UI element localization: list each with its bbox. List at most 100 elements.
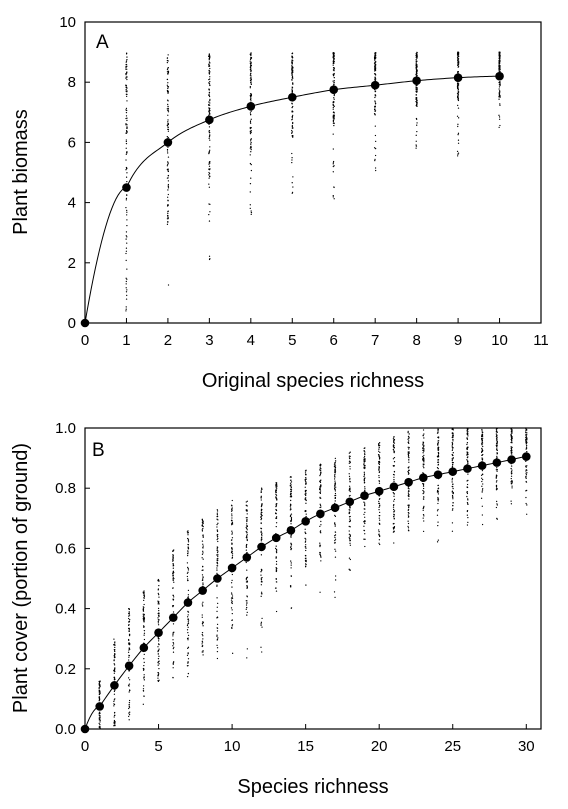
panel-b-scatter-point	[216, 635, 218, 637]
panel-b-scatter-point	[349, 490, 351, 493]
panel-b-scatter-point	[319, 545, 321, 548]
panel-b-scatter-point	[392, 506, 395, 508]
panel-b-scatter-point	[378, 442, 381, 444]
panel-b-scatter-point	[510, 467, 512, 470]
panel-b-scatter-point	[452, 436, 454, 438]
panel-b-scatter-point	[246, 529, 248, 531]
panel-b-scatter-point	[525, 435, 527, 437]
panel-b-scatter-point	[260, 581, 263, 583]
panel-b-scatter-point	[526, 469, 528, 471]
panel-a-scatter-point	[250, 148, 252, 151]
panel-b-scatter-point	[113, 693, 116, 695]
panel-b-scatter-point	[526, 434, 528, 436]
panel-b-scatter-point	[158, 594, 160, 596]
panel-b-scatter-point	[319, 491, 321, 493]
panel-b-scatter-point	[422, 484, 425, 486]
panel-a-scatter-point	[291, 131, 293, 133]
panel-b-scatter-point	[245, 544, 248, 546]
panel-b-scatter-point	[334, 550, 337, 552]
panel-b-scatter-point	[422, 449, 424, 451]
panel-b-scatter-point	[392, 491, 394, 494]
panel-b-scatter-point	[187, 661, 189, 663]
panel-a-scatter-point	[167, 156, 170, 158]
panel-a-scatter-point	[167, 106, 169, 108]
panel-b-scatter-point	[511, 437, 513, 439]
panel-b-scatter-point	[451, 522, 454, 524]
panel-a-scatter-point	[208, 126, 211, 128]
panel-b-scatter-point	[408, 469, 410, 472]
panel-b-scatter-point	[452, 428, 454, 430]
panel-a-scatter-point	[456, 93, 459, 95]
panel-a-scatter-column	[125, 52, 128, 312]
panel-b-scatter-point	[113, 648, 116, 651]
panel-a-scatter-point	[457, 60, 459, 62]
panel-b-scatter-point	[261, 511, 263, 514]
panel-b-scatter-point	[187, 541, 190, 543]
panel-a-scatter-point	[498, 52, 500, 54]
panel-b-scatter-point	[172, 576, 174, 578]
panel-b-scatter-point	[142, 703, 144, 705]
panel-b-scatter-point	[157, 677, 159, 679]
panel-a-scatter-point	[208, 107, 211, 110]
panel-b-scatter-point	[393, 461, 396, 463]
panel-b-scatter-point	[186, 554, 189, 557]
panel-b-scatter-point	[408, 488, 410, 490]
panel-b-scatter-point	[172, 564, 174, 566]
panel-a-scatter-point	[126, 152, 128, 154]
panel-b-scatter-point	[511, 481, 513, 484]
panel-b-scatter-point	[349, 481, 351, 483]
panel-a-scatter-point	[126, 242, 128, 244]
panel-b-scatter-point	[231, 652, 234, 654]
panel-b-scatter-point	[364, 486, 366, 488]
panel-b-scatter-point	[187, 672, 190, 675]
panel-b-scatter-point	[216, 535, 219, 538]
panel-b-scatter-point	[217, 602, 219, 605]
panel-a-scatter-point	[208, 94, 211, 96]
panel-b-scatter-point	[275, 485, 277, 487]
panel-a-scatter-point	[333, 52, 335, 54]
panel-b-scatter-column	[466, 427, 469, 526]
panel-b-scatter-point	[143, 679, 145, 681]
panel-a-scatter-point	[250, 138, 252, 140]
panel-b-scatter-point	[379, 457, 381, 459]
panel-b-scatter-point	[466, 509, 469, 512]
panel-b-scatter-point	[348, 495, 351, 497]
panel-b-scatter-point	[260, 554, 263, 556]
panel-a-scatter-point	[208, 183, 210, 185]
panel-b-scatter-point	[452, 504, 454, 507]
panel-a-scatter-point	[250, 70, 252, 72]
panel-b-scatter-point	[202, 621, 204, 623]
panel-b-mean-point	[257, 542, 266, 552]
panel-b-scatter-point	[379, 535, 381, 538]
panel-b-scatter-point	[437, 441, 439, 444]
panel-b-scatter-point	[466, 456, 469, 459]
panel-b-scatter-point	[187, 623, 189, 625]
panel-b-scatter-point	[216, 529, 218, 531]
panel-a-scatter-point	[374, 108, 376, 110]
panel-a-scatter-point	[457, 88, 459, 90]
panel-b-scatter-point	[319, 480, 321, 483]
panel-b-scatter-point	[393, 495, 395, 497]
panel-b-scatter-point	[127, 715, 130, 718]
panel-a-scatter-point	[250, 127, 252, 129]
panel-a-scatter-point	[249, 85, 252, 88]
panel-a-scatter-point	[208, 136, 211, 138]
panel-b-scatter-point	[510, 452, 512, 454]
panel-b-scatter-point	[349, 526, 351, 528]
panel-b-scatter-point	[114, 653, 116, 656]
panel-a-scatter-point	[208, 92, 211, 94]
panel-b-scatter-point	[158, 609, 160, 612]
panel-b-scatter-point	[334, 539, 336, 542]
panel-b-scatter-point	[481, 491, 483, 493]
panel-b-scatter-point	[231, 508, 233, 510]
panel-b-scatter-point	[392, 528, 395, 530]
panel-b-scatter-point	[423, 520, 425, 522]
panel-b-scatter-point	[334, 480, 336, 482]
panel-b-x-tick-label: 10	[224, 738, 241, 755]
panel-a-scatter-point	[416, 51, 418, 54]
panel-a-scatter-point	[126, 268, 128, 270]
panel-b-scatter-point	[290, 513, 293, 515]
panel-b-scatter-point	[290, 492, 292, 495]
panel-b-scatter-point	[320, 524, 322, 526]
